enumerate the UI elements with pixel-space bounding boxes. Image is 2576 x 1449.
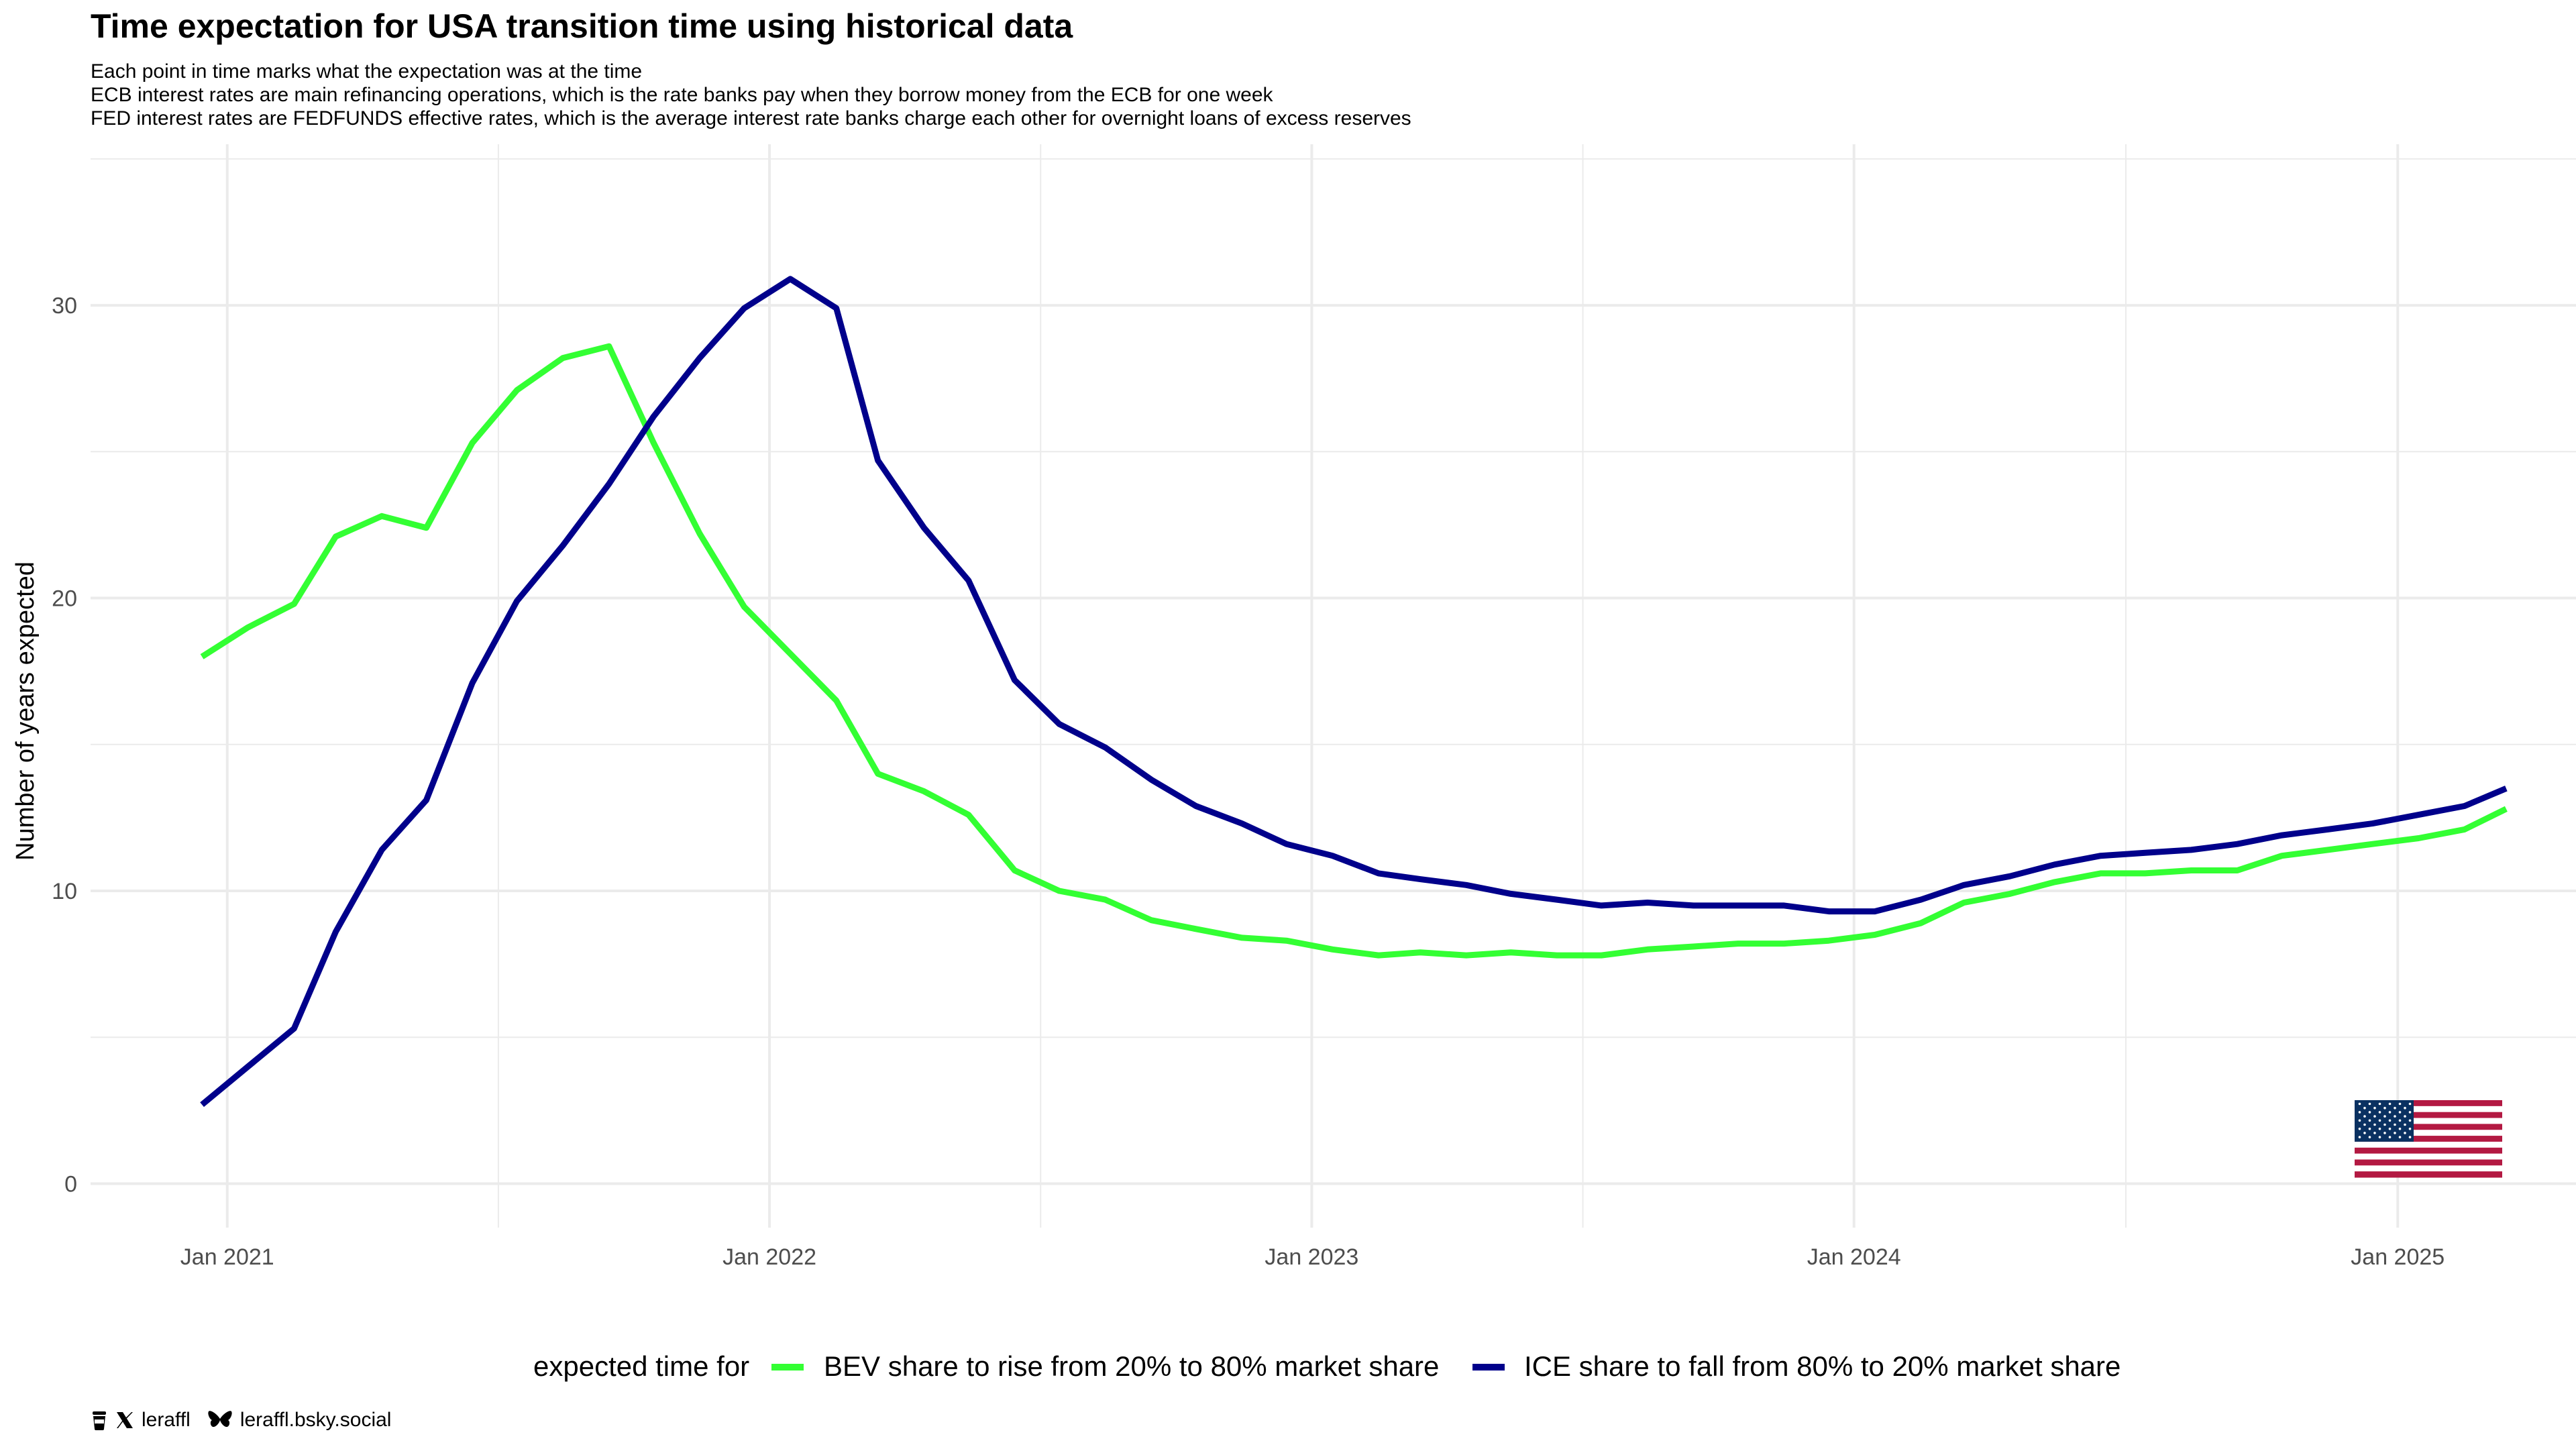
flag-star xyxy=(2368,1111,2371,1114)
chart-legend: expected time for BEV share to rise from… xyxy=(533,1350,2121,1382)
line-chart: 0 10 20 30 Jan 2021 Jan 2022 Jan 2023 Jan 2024… xyxy=(11,144,2576,1270)
flag-star xyxy=(2404,1115,2406,1118)
x-axis-tick-labels: Jan 2021 Jan 2022 Jan 2023 Jan 2024 Jan 2025 xyxy=(180,1244,2445,1270)
y-tick-label: 0 xyxy=(64,1172,77,1197)
flag-stripe xyxy=(2355,1130,2502,1136)
legend-label-bev: BEV share to rise from 20% to 80% market… xyxy=(824,1350,1439,1382)
x-logo-icon xyxy=(117,1412,133,1428)
flag-star xyxy=(2383,1132,2386,1134)
footer-credits: leraffl leraffl.bsky.social xyxy=(91,1409,391,1432)
flag-stripe xyxy=(2355,1124,2502,1130)
flag-star xyxy=(2363,1115,2366,1118)
flag-star xyxy=(2408,1111,2412,1114)
legend-label-ice: ICE share to fall from 80% to 20% market… xyxy=(1524,1350,2121,1382)
y-tick-label: 10 xyxy=(52,879,77,904)
flag-star xyxy=(2404,1106,2406,1110)
flag-star xyxy=(2358,1111,2361,1114)
flag-star xyxy=(2383,1123,2386,1126)
flag-stripe xyxy=(2355,1141,2502,1148)
coffee-icon xyxy=(93,1411,106,1430)
flag-star xyxy=(2363,1123,2366,1126)
flag-stripe xyxy=(2355,1118,2502,1124)
x-tick-label: Jan 2024 xyxy=(1807,1244,1901,1270)
subtitle-line-2: ECB interest rates are main refinancing … xyxy=(91,84,1273,106)
flag-star xyxy=(2358,1127,2361,1130)
series-line-ice xyxy=(200,276,2508,1108)
flag-stripe xyxy=(2355,1153,2502,1160)
flag-star xyxy=(2368,1136,2371,1138)
flag-star xyxy=(2363,1106,2366,1110)
chart-title: Time expectation for USA transition time… xyxy=(91,7,1073,45)
flag-star xyxy=(2408,1102,2412,1106)
flag-star xyxy=(2378,1136,2381,1138)
flag-star xyxy=(2388,1111,2392,1114)
major-gridlines xyxy=(91,144,2576,1228)
x-tick-label: Jan 2022 xyxy=(722,1244,816,1270)
legend-title: expected time for xyxy=(533,1350,749,1382)
flag-star xyxy=(2394,1106,2396,1110)
flag-star xyxy=(2388,1136,2392,1138)
usa-flag xyxy=(2355,1100,2502,1178)
flag-star xyxy=(2394,1115,2396,1118)
flag-star xyxy=(2378,1102,2381,1106)
flag-canton xyxy=(2355,1100,2414,1142)
flag-star xyxy=(2373,1123,2376,1126)
flag-star xyxy=(2388,1102,2392,1106)
y-axis-label: Number of years expected xyxy=(11,561,40,861)
minor-gridlines xyxy=(91,144,2576,1228)
y-tick-label: 30 xyxy=(52,293,77,319)
flag-star xyxy=(2373,1132,2376,1134)
x-tick-label: Jan 2021 xyxy=(180,1244,274,1270)
flag-star xyxy=(2404,1123,2406,1126)
flag-star xyxy=(2378,1127,2381,1130)
y-axis-tick-labels: 0 10 20 30 xyxy=(52,293,77,1197)
flag-star xyxy=(2378,1119,2381,1122)
flag-star xyxy=(2398,1102,2402,1106)
flag-stripe xyxy=(2355,1165,2502,1172)
x-tick-label: Jan 2023 xyxy=(1265,1244,1358,1270)
footer-handle: leraffl xyxy=(142,1409,191,1431)
flag-star xyxy=(2398,1127,2402,1130)
series-lines xyxy=(200,276,2508,1108)
flag-star xyxy=(2398,1119,2402,1122)
flag-star xyxy=(2383,1115,2386,1118)
flag-star xyxy=(2408,1136,2412,1138)
flag-star xyxy=(2373,1106,2376,1110)
flag-star xyxy=(2383,1106,2386,1110)
x-tick-label: Jan 2025 xyxy=(2351,1244,2445,1270)
flag-stripe xyxy=(2355,1100,2502,1107)
flag-star xyxy=(2363,1132,2366,1134)
series-line-bev xyxy=(200,343,2508,959)
flag-stripe xyxy=(2355,1106,2502,1113)
flag-star xyxy=(2358,1119,2361,1122)
flag-star xyxy=(2358,1102,2361,1106)
flag-stripe xyxy=(2355,1171,2502,1178)
flag-star xyxy=(2388,1119,2392,1122)
flag-star xyxy=(2388,1127,2392,1130)
flag-stripe xyxy=(2355,1136,2502,1142)
flag-star xyxy=(2398,1136,2402,1138)
flag-star xyxy=(2358,1136,2361,1138)
butterfly-icon xyxy=(208,1411,232,1428)
flag-stripe xyxy=(2355,1147,2502,1155)
flag-star xyxy=(2408,1127,2412,1130)
flag-star xyxy=(2368,1119,2371,1122)
footer-bluesky: leraffl.bsky.social xyxy=(239,1409,392,1431)
subtitle-line-3: FED interest rates are FEDFUNDS effectiv… xyxy=(91,107,1411,129)
subtitle-line-1: Each point in time marks what the expect… xyxy=(91,60,643,83)
flag-stripe xyxy=(2355,1112,2502,1119)
flag-star xyxy=(2373,1115,2376,1118)
flag-star xyxy=(2368,1102,2371,1106)
flag-star xyxy=(2378,1111,2381,1114)
flag-star xyxy=(2394,1123,2396,1126)
y-tick-label: 20 xyxy=(52,586,77,612)
flag-star xyxy=(2368,1127,2371,1130)
flag-stripe xyxy=(2355,1159,2502,1166)
flag-star xyxy=(2408,1119,2412,1122)
flag-star xyxy=(2398,1111,2402,1114)
flag-star xyxy=(2404,1132,2406,1134)
flag-star xyxy=(2394,1132,2396,1134)
